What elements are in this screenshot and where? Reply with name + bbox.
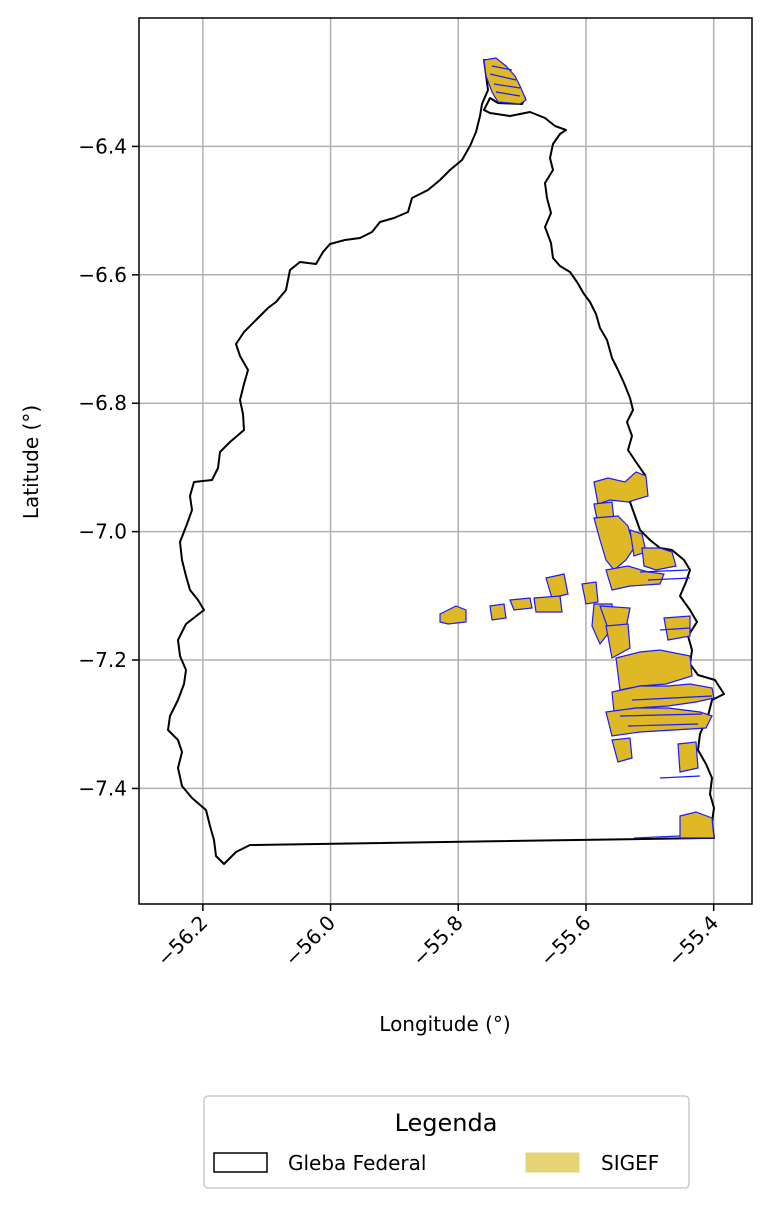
sigef-parcel (439, 605, 467, 625)
y-tick-label: −6.6 (78, 263, 127, 287)
sigef-parcel-outlines (489, 65, 713, 839)
sigef-parcels (439, 57, 715, 839)
sigef-parcel (663, 615, 691, 641)
gleba-federal-boundary (167, 59, 725, 865)
x-axis-label: Longitude (°) (379, 1012, 510, 1036)
sigef-parcel-north (483, 57, 527, 105)
sigef-parcel (581, 581, 599, 605)
sigef-parcel (593, 471, 649, 505)
y-tick-label: −7.2 (78, 648, 127, 672)
y-axis-label: Latitude (°) (19, 405, 43, 519)
x-tick-label: −56.0 (280, 911, 340, 971)
x-tick-label: −55.8 (407, 911, 467, 971)
y-tick-label: −7.4 (78, 776, 127, 800)
sigef-parcel (641, 547, 677, 571)
sigef-parcel (509, 597, 533, 611)
x-tick-label: −56.2 (152, 911, 212, 971)
plot-area (139, 18, 752, 904)
legend-swatch-gleba (213, 1152, 268, 1173)
sigef-stripes-north (489, 65, 521, 97)
legend-label-sigef: SIGEF (601, 1151, 659, 1175)
sigef-parcel (605, 623, 631, 659)
sigef-parcel (593, 515, 635, 571)
sigef-parcel (489, 603, 507, 621)
y-tick-label: −6.4 (78, 134, 127, 158)
legend-label-gleba: Gleba Federal (288, 1151, 426, 1175)
sigef-parcel (533, 595, 563, 613)
legend-swatch-sigef (525, 1152, 580, 1173)
y-tick-label: −7.0 (78, 520, 127, 544)
x-tick-label: −55.6 (535, 911, 595, 971)
sigef-parcel (677, 741, 699, 773)
sigef-stripes-east (619, 569, 713, 839)
plot-frame (138, 17, 753, 905)
sigef-parcel (611, 737, 633, 763)
y-tick-label: −6.8 (78, 391, 127, 415)
sigef-parcel (545, 573, 569, 599)
x-tick-label: −55.4 (663, 911, 723, 971)
legend-title: Legenda (395, 1109, 498, 1137)
legend: Legenda Gleba Federal SIGEF (203, 1095, 690, 1189)
sigef-parcel (679, 811, 715, 839)
